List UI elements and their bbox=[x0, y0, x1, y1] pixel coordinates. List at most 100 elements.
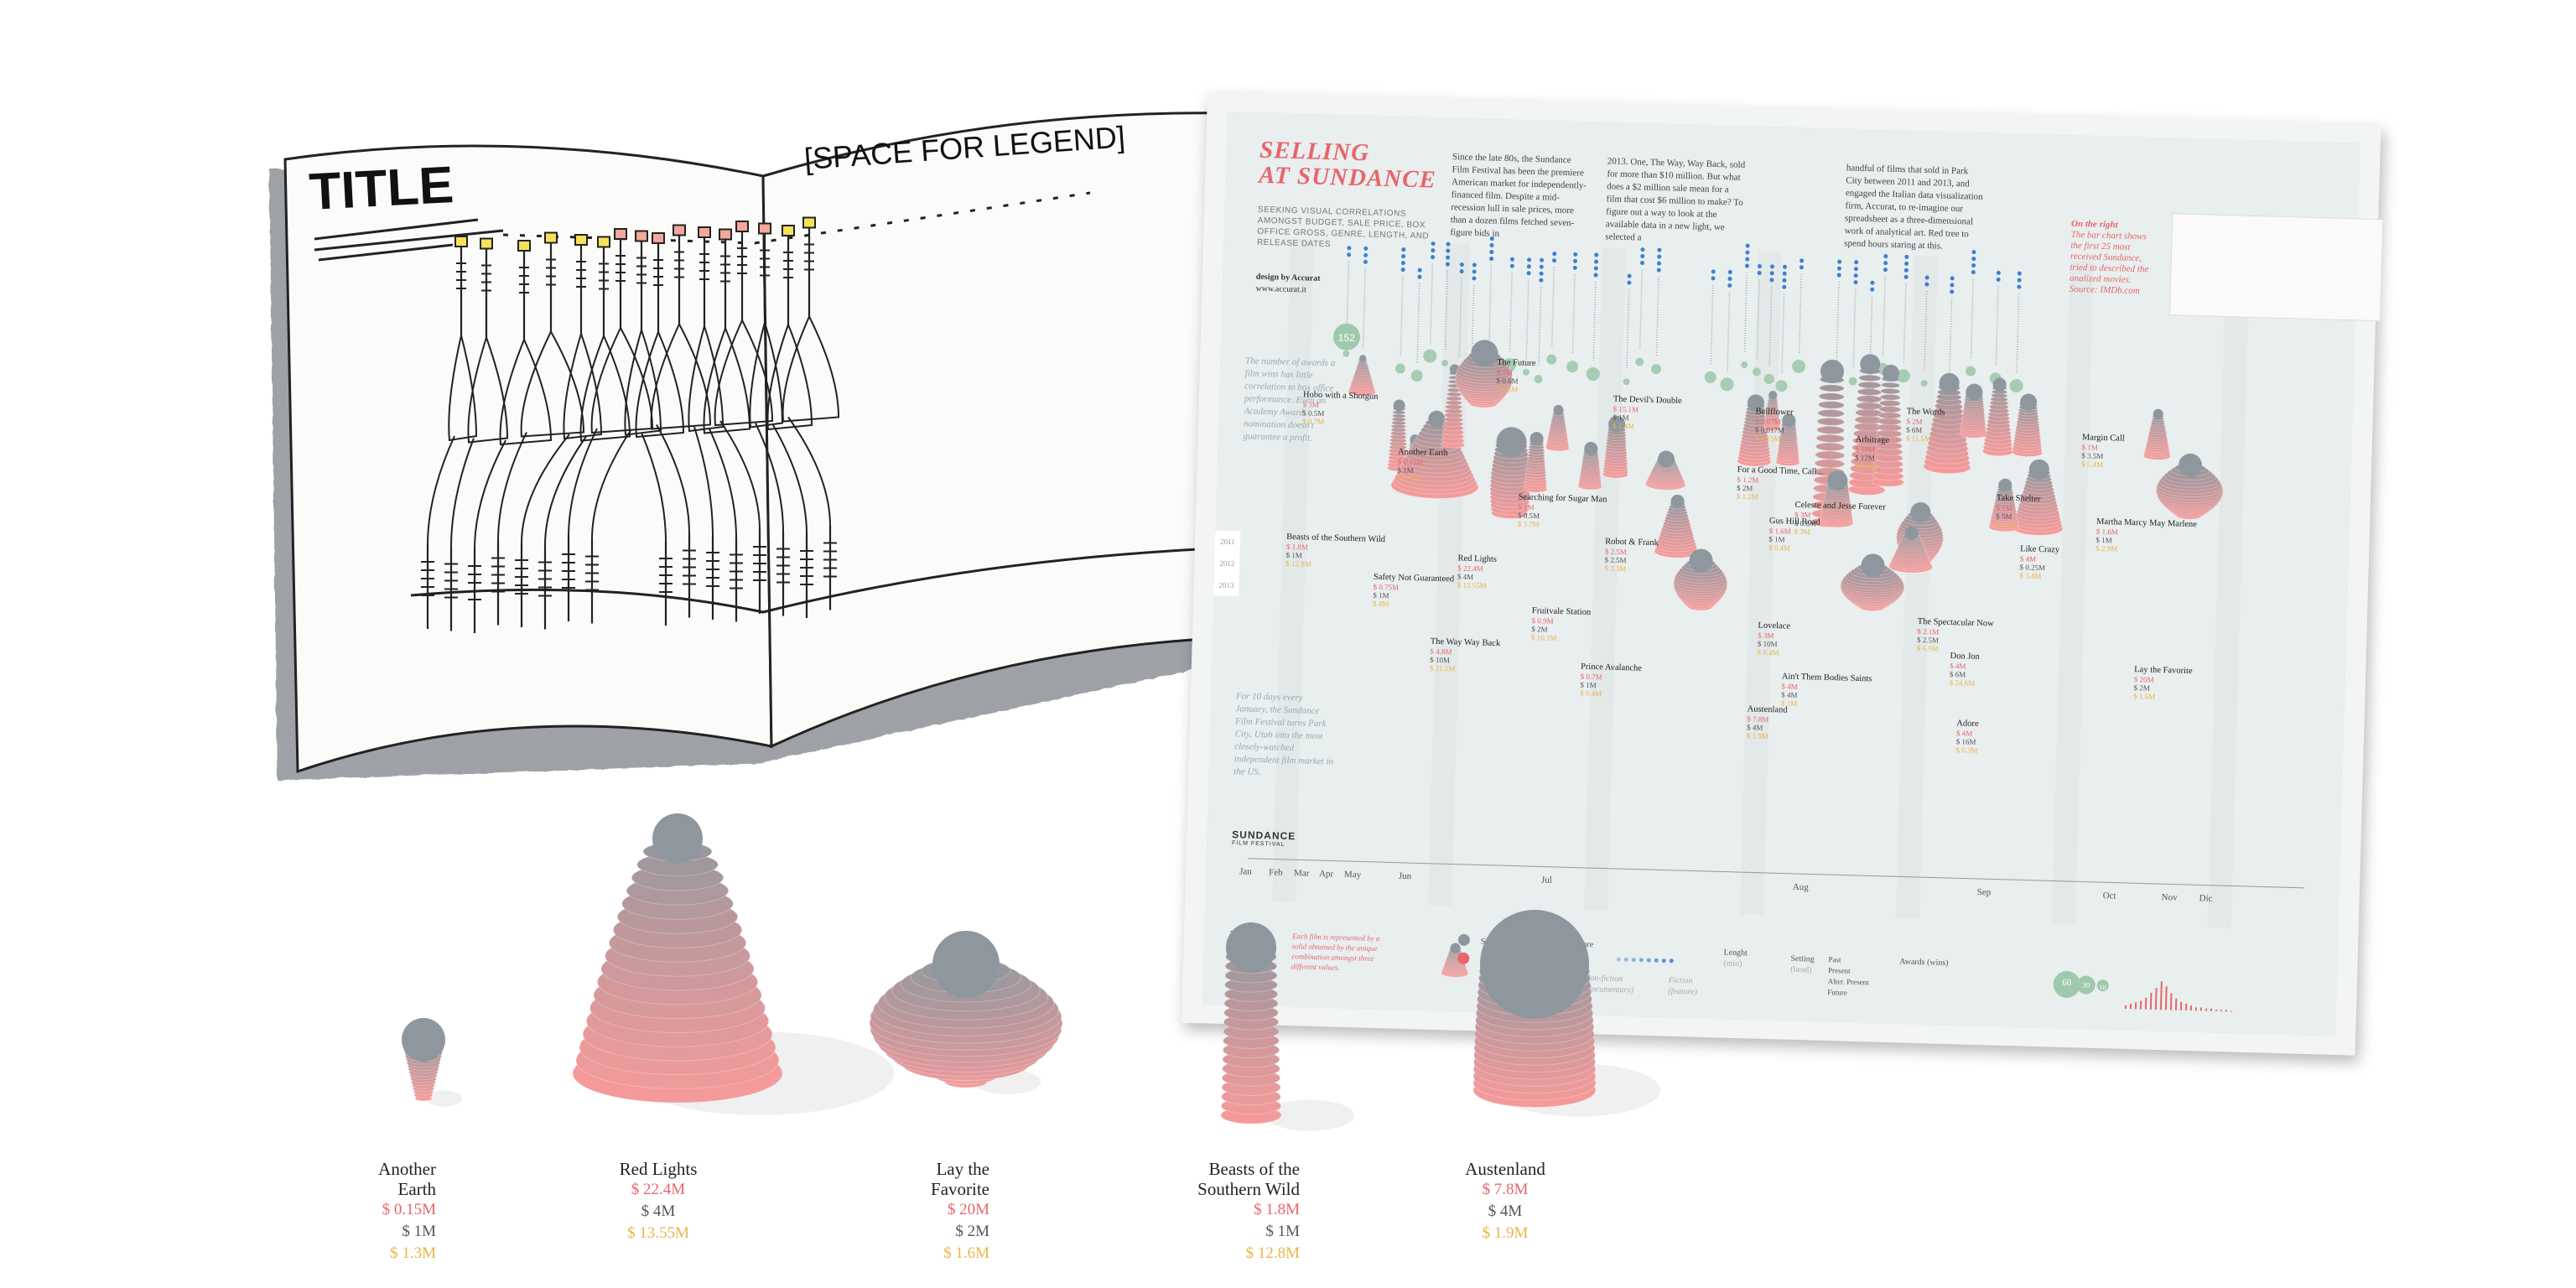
poster-genre-dot-3 bbox=[1417, 274, 1422, 279]
poster-genre-dot-7 bbox=[1472, 269, 1477, 274]
poster-solid-17-disc bbox=[1817, 409, 1845, 418]
poster-genre-dot-14 bbox=[1593, 266, 1598, 271]
sketch-link-7 bbox=[591, 429, 631, 540]
sample-solid-another-earth-disc bbox=[410, 1074, 437, 1083]
poster-solid-22-cap bbox=[1904, 526, 1919, 540]
legend-sale-dot bbox=[1457, 933, 1470, 946]
poster-solid-24 bbox=[1959, 383, 1987, 439]
poster-legend-box bbox=[2169, 213, 2384, 322]
poster-stem-26 bbox=[1852, 288, 1857, 369]
sample-solid-another-earth-disc bbox=[412, 1085, 435, 1093]
poster-solid-0-cap bbox=[1359, 355, 1367, 362]
poster-solid-20 bbox=[1871, 364, 1904, 487]
poster-genre-dot-23 bbox=[1782, 278, 1787, 283]
poster-film-take-shelter: Take Shelter $ 1M $ 5M $ 1.7M bbox=[1996, 493, 2041, 529]
sketch-cone-6 bbox=[590, 327, 654, 434]
legend-length-label: Lenght (min) bbox=[1723, 948, 1748, 969]
poster-genre-dot-17 bbox=[1656, 267, 1661, 273]
poster-genre-dot-26 bbox=[1853, 267, 1858, 272]
poster-genre-dot-28 bbox=[1883, 261, 1888, 266]
sketch-link-2 bbox=[474, 439, 506, 550]
poster-award-13 bbox=[1566, 361, 1579, 373]
poster-award-29 bbox=[1896, 369, 1910, 383]
month-sep: Sep bbox=[1976, 886, 1992, 898]
poster-film-don-jon: Don Jon $ 4M $ 6M $ 24.6M bbox=[1950, 652, 1980, 688]
poster-genre-dot-2 bbox=[1400, 267, 1405, 273]
sample-solid-austenland-disc bbox=[1472, 1052, 1597, 1087]
poster-film-red-lights: Red Lights $ 22.4M $ 4M $ 13.55M bbox=[1457, 554, 1498, 590]
sample-solid-another-earth-disc bbox=[401, 1033, 446, 1046]
legend-box-office-label: Box Office bbox=[1522, 946, 1544, 968]
poster-genre-dot-34 bbox=[2017, 278, 2022, 283]
poster-credit: design by Accurat www.accurat.it bbox=[1255, 272, 1321, 295]
legend-award-bar-19 bbox=[2220, 1010, 2222, 1012]
sample-solid-red-lights-disc bbox=[600, 947, 755, 991]
sample-solid-another-earth-disc bbox=[413, 1088, 434, 1096]
sample-solid-red-lights-disc bbox=[589, 983, 766, 1033]
sample-solid-lay-the-favorite-disc bbox=[869, 995, 1063, 1051]
sample-solid-another-earth-disc bbox=[407, 1061, 440, 1071]
poster-film-ain-t-them-bodies-saints: Ain't Them Bodies Saints $ 4M $ 4M $ 1M bbox=[1781, 672, 1872, 709]
sketch-head-4 bbox=[574, 234, 588, 246]
poster-genre-dot-11 bbox=[1539, 264, 1544, 269]
sample-solid-another-earth-disc bbox=[404, 1050, 443, 1062]
sample-austenland: Austenland $ 7.8M $ 4M $ 1.9M bbox=[1465, 1159, 1545, 1242]
sample-solid-lay-the-favorite-disc bbox=[872, 1010, 1060, 1062]
sketch-link-10 bbox=[693, 426, 714, 537]
poster-solid-26 bbox=[2011, 393, 2043, 458]
poster-stem-4 bbox=[1429, 263, 1434, 344]
poster-sundance-logo: SUNDANCE FILM FESTIVAL bbox=[1231, 828, 1296, 848]
poster-genre-dot-16 bbox=[1640, 261, 1645, 266]
poster-stem-17 bbox=[1655, 277, 1659, 357]
poster-stem-2 bbox=[1400, 276, 1404, 356]
sample-solid-lay-the-favorite-disc bbox=[922, 1056, 1010, 1082]
sketch-head-7 bbox=[635, 230, 648, 242]
poster-genre-dot-18 bbox=[1711, 276, 1716, 281]
poster-solid-13 bbox=[1673, 548, 1728, 611]
poster-solid-7-cap bbox=[1530, 432, 1544, 446]
poster-lane-24 bbox=[1895, 256, 1938, 920]
poster-solid-27 bbox=[2012, 459, 2064, 536]
poster-solid-17-disc bbox=[1815, 434, 1845, 444]
sketch-head-10 bbox=[698, 226, 711, 238]
poster-solid-24-cap bbox=[1966, 383, 1983, 401]
poster-genre-dot-32 bbox=[1971, 257, 1976, 262]
poster-film-value: $ 0.5M bbox=[1496, 384, 1519, 394]
sketch-cone-5 bbox=[579, 335, 631, 442]
poster-film-value: $ 16.1M bbox=[1530, 633, 1557, 642]
poster-genre-dot-4 bbox=[1431, 255, 1436, 260]
poster-genre-dot-14 bbox=[1594, 252, 1599, 257]
sketch-cone-12 bbox=[714, 319, 774, 427]
poster-genre-dot-19 bbox=[1727, 276, 1732, 281]
poster-film-bellflower: Bellflower $ 0.07M $ 0.017M $ 0.15M bbox=[1755, 407, 1794, 443]
poster-stem-21 bbox=[1756, 279, 1760, 360]
poster-genre-dot-10 bbox=[1527, 257, 1532, 262]
sample-solid-red-lights-disc bbox=[582, 1007, 773, 1062]
poster-genre-dot-30 bbox=[1924, 282, 1929, 287]
poster-film-value: $ 11.5M bbox=[1905, 434, 1932, 444]
poster-solid-17-disc bbox=[1816, 417, 1845, 426]
poster-film-the-way-way-back: The Way Way Back $ 4.8M $ 10M $ 21.5M bbox=[1430, 637, 1500, 674]
poster-genre-dot-23 bbox=[1782, 271, 1787, 276]
poster-stem-15 bbox=[1626, 289, 1630, 370]
poster-film-celeste-and-jesse-forever: Celeste and Jesse Forever $ 3M $ 0.8M $ 3M bbox=[1794, 501, 1886, 538]
poster-stem-16 bbox=[1639, 269, 1644, 350]
sketch-link-5 bbox=[544, 435, 587, 546]
poster-solid-17-disc bbox=[1814, 459, 1846, 469]
month-may: May bbox=[1343, 869, 1362, 880]
poster-film-name: Lovelace bbox=[1758, 621, 1791, 631]
poster-genre-dot-11 bbox=[1539, 271, 1544, 276]
poster-genre-dot-15 bbox=[1627, 280, 1632, 285]
poster-stem-9 bbox=[1509, 273, 1513, 353]
poster-film-value: $ 0.15M bbox=[1754, 434, 1781, 444]
sketch-title: TITLE bbox=[308, 156, 455, 221]
sample-solid-lay-the-favorite-disc bbox=[933, 1066, 999, 1085]
poster-lane-30 bbox=[2051, 260, 2094, 924]
poster-stem-24 bbox=[1798, 273, 1802, 354]
poster-genre-dot-28 bbox=[1883, 254, 1888, 259]
poster-genre-dot-12 bbox=[1552, 258, 1557, 263]
legend-solid-sample-cap bbox=[1450, 943, 1461, 953]
poster-solid-25-cap bbox=[1992, 377, 2007, 392]
sample-solid-another-earth-disc bbox=[413, 1092, 434, 1098]
poster-solid-9 bbox=[1577, 441, 1602, 491]
